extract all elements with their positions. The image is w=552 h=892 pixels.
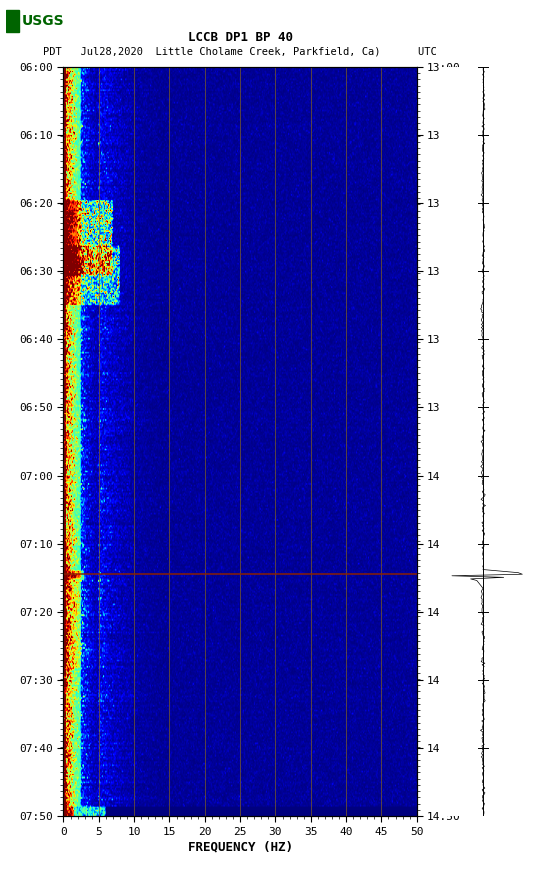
Text: LCCB DP1 BP 40: LCCB DP1 BP 40	[188, 31, 293, 44]
Bar	[6, 11, 19, 31]
Text: USGS: USGS	[22, 13, 65, 28]
Text: PDT   Jul28,2020  Little Cholame Creek, Parkfield, Ca)      UTC: PDT Jul28,2020 Little Cholame Creek, Par…	[43, 46, 437, 57]
X-axis label: FREQUENCY (HZ): FREQUENCY (HZ)	[188, 841, 293, 854]
